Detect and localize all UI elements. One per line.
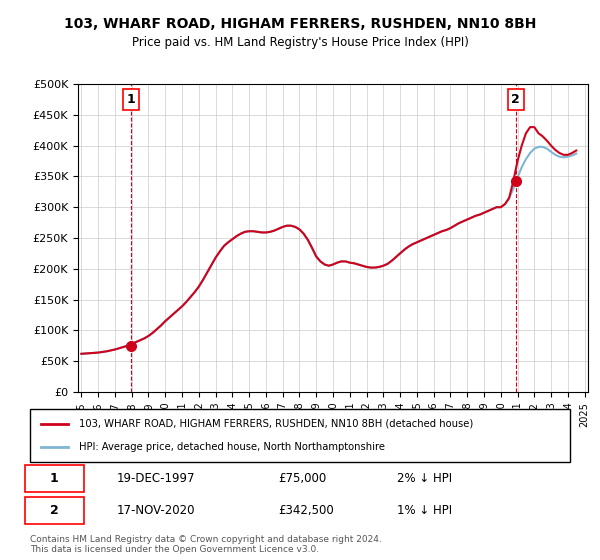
FancyBboxPatch shape [25, 465, 84, 492]
Text: 17-NOV-2020: 17-NOV-2020 [116, 505, 195, 517]
FancyBboxPatch shape [30, 409, 570, 462]
Text: 1: 1 [50, 472, 59, 486]
Text: 103, WHARF ROAD, HIGHAM FERRERS, RUSHDEN, NN10 8BH (detached house): 103, WHARF ROAD, HIGHAM FERRERS, RUSHDEN… [79, 419, 473, 429]
FancyBboxPatch shape [25, 497, 84, 525]
Text: 1% ↓ HPI: 1% ↓ HPI [397, 505, 452, 517]
Text: £342,500: £342,500 [278, 505, 334, 517]
Text: HPI: Average price, detached house, North Northamptonshire: HPI: Average price, detached house, Nort… [79, 442, 385, 452]
Text: Price paid vs. HM Land Registry's House Price Index (HPI): Price paid vs. HM Land Registry's House … [131, 36, 469, 49]
Text: 2% ↓ HPI: 2% ↓ HPI [397, 472, 452, 486]
Text: 19-DEC-1997: 19-DEC-1997 [116, 472, 195, 486]
Text: Contains HM Land Registry data © Crown copyright and database right 2024.
This d: Contains HM Land Registry data © Crown c… [30, 535, 382, 554]
Text: 2: 2 [511, 93, 520, 106]
Text: 1: 1 [127, 93, 136, 106]
Text: 103, WHARF ROAD, HIGHAM FERRERS, RUSHDEN, NN10 8BH: 103, WHARF ROAD, HIGHAM FERRERS, RUSHDEN… [64, 17, 536, 31]
Text: £75,000: £75,000 [278, 472, 326, 486]
Text: 2: 2 [50, 505, 59, 517]
